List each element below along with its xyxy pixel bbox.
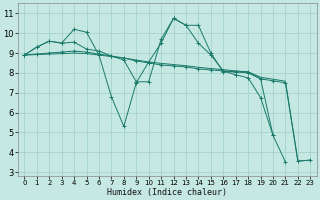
X-axis label: Humidex (Indice chaleur): Humidex (Indice chaleur) [107, 188, 227, 197]
